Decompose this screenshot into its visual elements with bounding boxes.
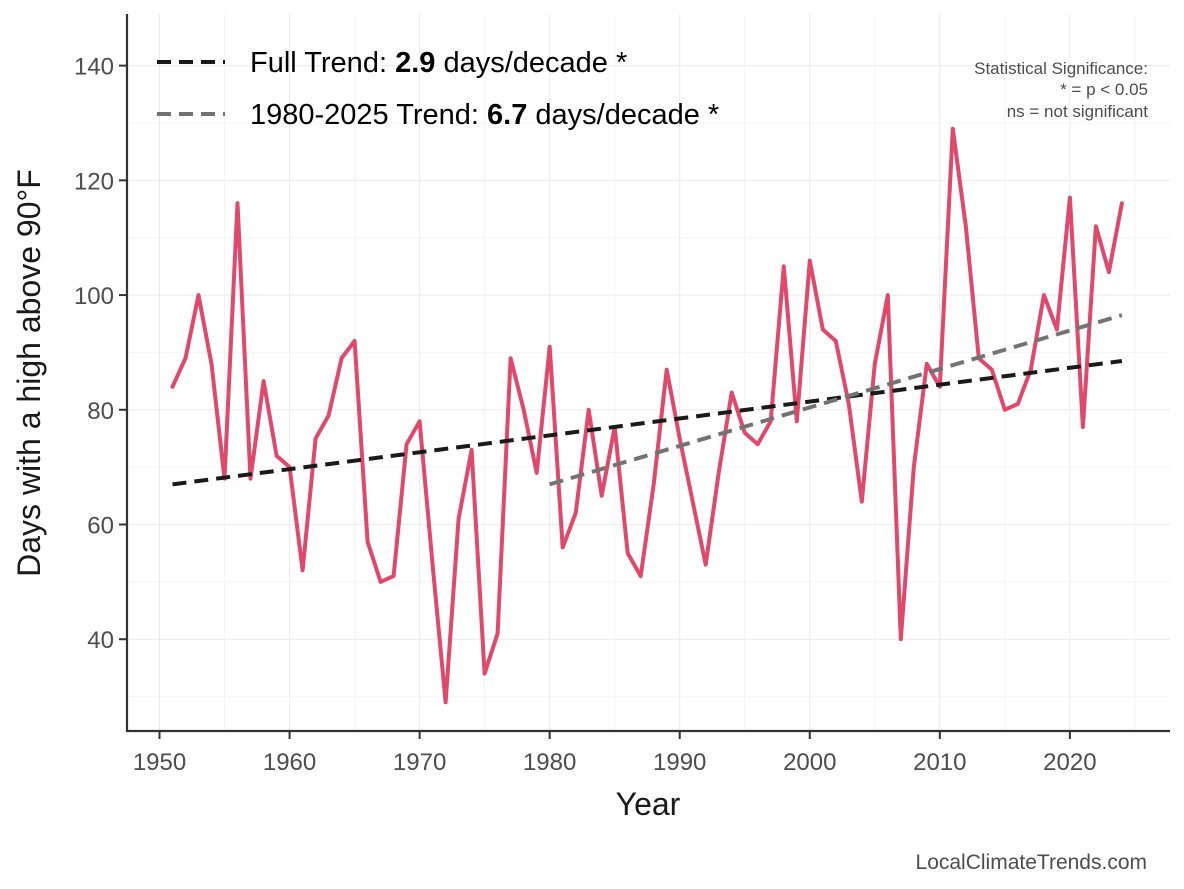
legend-label-full-trend: Full Trend: 2.9 days/decade * — [250, 47, 627, 79]
y-tick-label: 80 — [87, 398, 114, 425]
x-tick-label: 1980 — [523, 749, 576, 776]
significance-ns: ns = not significant — [1007, 102, 1149, 121]
x-tick-label: 1990 — [653, 749, 706, 776]
y-tick-label: 40 — [87, 627, 114, 654]
legend-label-recent-trend: 1980-2025 Trend: 6.7 days/decade * — [250, 99, 719, 131]
y-tick-label: 100 — [74, 283, 114, 310]
y-axis-ticks: 40 60 80 100 120 140 — [74, 54, 127, 654]
significance-star: * = p < 0.05 — [1060, 80, 1148, 99]
x-axis-title: Year — [616, 786, 681, 822]
x-tick-label: 2020 — [1043, 749, 1096, 776]
legend: Full Trend: 2.9 days/decade * 1980-2025 … — [157, 47, 719, 131]
grid — [127, 14, 1170, 731]
legend-full-trend-value: 2.9 — [395, 47, 435, 79]
significance-note: Statistical Significance: * = p < 0.05 n… — [974, 59, 1148, 121]
y-tick-label: 60 — [87, 513, 114, 540]
trend-lines — [172, 313, 1123, 487]
x-axis-ticks: 1950 1960 1970 1980 1990 2000 2010 2020 — [133, 731, 1097, 776]
legend-recent-trend-suffix: days/decade * — [527, 99, 719, 131]
x-tick-label: 1970 — [393, 749, 446, 776]
legend-full-trend-prefix: Full Trend: — [250, 47, 395, 79]
y-tick-label: 120 — [74, 168, 114, 195]
x-tick-label: 2000 — [783, 749, 836, 776]
x-tick-label: 1950 — [133, 749, 186, 776]
y-axis-title: Days with a high above 90°F — [11, 169, 47, 577]
recent-trend-line — [549, 313, 1123, 487]
y-tick-label: 140 — [74, 54, 114, 81]
legend-full-trend-suffix: days/decade * — [435, 47, 627, 79]
significance-title: Statistical Significance: — [974, 59, 1148, 78]
legend-recent-trend-value: 6.7 — [487, 99, 527, 131]
data-series — [170, 126, 1124, 705]
legend-recent-trend-prefix: 1980-2025 Trend: — [250, 99, 487, 131]
series-line — [170, 126, 1124, 705]
source-credit: LocalClimateTrends.com — [916, 851, 1147, 874]
x-tick-label: 2010 — [913, 749, 966, 776]
x-tick-label: 1960 — [263, 749, 316, 776]
full-trend-line — [172, 359, 1123, 487]
